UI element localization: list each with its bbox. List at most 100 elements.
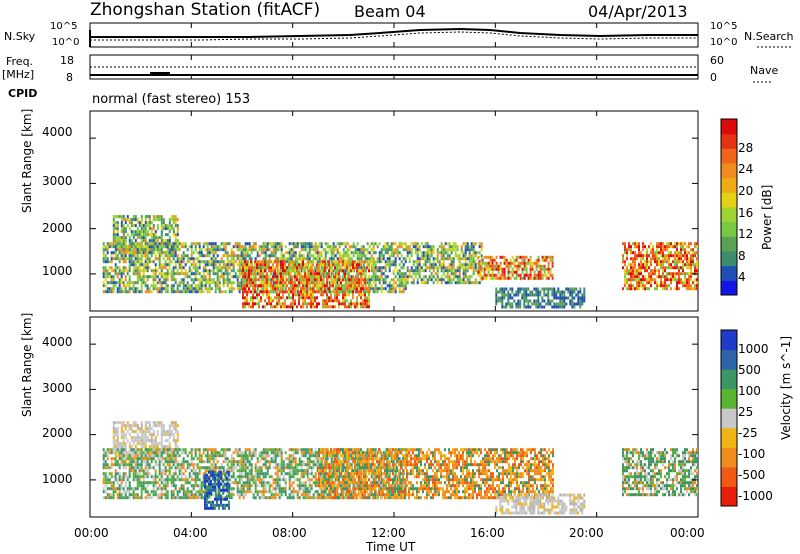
heatmap-cell	[392, 242, 395, 246]
heatmap-cell	[276, 275, 278, 279]
noise-left-tick-top: 10^5	[50, 21, 78, 32]
heatmap-cell	[306, 257, 309, 261]
heatmap-cell	[108, 472, 111, 476]
heatmap-cell	[436, 248, 439, 252]
heatmap-cell	[206, 281, 209, 285]
heatmap-cell	[462, 251, 465, 255]
heatmap-cell	[410, 242, 413, 246]
heatmap-cell	[268, 263, 270, 267]
heatmap-cell	[452, 260, 455, 264]
heatmap-cell	[545, 255, 548, 259]
heatmap-cell	[579, 299, 582, 303]
heatmap-cell	[242, 290, 244, 294]
heatmap-cell	[118, 266, 121, 270]
heatmap-cell	[474, 269, 477, 273]
heatmap-cell	[258, 293, 260, 297]
heatmap-cell	[226, 281, 229, 285]
heatmap-cell	[208, 448, 211, 452]
heatmap-cell	[348, 248, 351, 252]
heatmap-cell	[152, 484, 155, 488]
heatmap-cell	[130, 245, 133, 249]
heatmap-cell	[474, 263, 477, 267]
heatmap-cell	[308, 269, 310, 273]
heatmap-cell	[328, 272, 330, 276]
heatmap-cell	[158, 281, 161, 285]
heatmap-cell	[152, 233, 155, 237]
heatmap-cell	[549, 287, 552, 291]
heatmap-cell	[553, 302, 556, 306]
heatmap-cell	[124, 427, 127, 431]
heatmap-cell	[646, 269, 648, 273]
heatmap-cell	[493, 267, 496, 271]
heatmap-cell	[132, 251, 135, 255]
heatmap-cell	[424, 257, 427, 261]
heatmap-cell	[246, 290, 248, 294]
heatmap-cell	[384, 287, 387, 291]
heatmap-cell	[470, 266, 473, 270]
heatmap-cell	[551, 258, 554, 262]
heatmap-cell	[132, 436, 135, 440]
heatmap-cell	[478, 251, 481, 255]
heatmap-cell	[577, 299, 580, 303]
heatmap-cell	[156, 493, 159, 497]
heatmap-cell	[290, 275, 293, 279]
heatmap-cell	[248, 257, 251, 261]
heatmap-cell	[114, 215, 117, 219]
heatmap-cell	[140, 275, 143, 279]
heatmap-cell	[134, 233, 137, 237]
heatmap-cell	[174, 457, 177, 461]
heatmap-cell	[242, 260, 245, 264]
heatmap-cell	[332, 305, 334, 309]
heatmap-cell	[648, 275, 650, 279]
heatmap-cell	[364, 305, 366, 309]
heatmap-cell	[569, 287, 572, 291]
heatmap-cell	[188, 493, 191, 497]
heatmap-cell	[166, 463, 169, 467]
heatmap-cell	[156, 454, 159, 458]
heatmap-cell	[110, 281, 113, 285]
heatmap-cell	[304, 299, 306, 303]
heatmap-cell	[320, 254, 323, 258]
heatmap-cell	[256, 260, 258, 264]
heatmap-cell	[650, 251, 652, 255]
heatmap-cell	[468, 263, 471, 267]
heatmap-cell	[252, 299, 254, 303]
heatmap-cell	[184, 478, 187, 482]
heatmap-cell	[557, 302, 560, 306]
heatmap-cell	[144, 490, 147, 494]
heatmap-cell	[194, 454, 197, 458]
heatmap-cell	[507, 290, 510, 294]
heatmap-cell	[172, 436, 175, 440]
heatmap-cell	[406, 275, 409, 279]
heatmap-cell	[682, 260, 684, 264]
heatmap-cell	[232, 254, 235, 258]
heatmap-cell	[162, 218, 165, 222]
heatmap-cell	[628, 284, 630, 288]
heatmap-cell	[128, 278, 131, 282]
heatmap-cell	[521, 258, 524, 262]
heatmap-cell	[370, 284, 373, 288]
heatmap-cell	[150, 239, 153, 243]
heatmap-cell	[642, 275, 644, 279]
heatmap-cell	[244, 287, 246, 291]
heatmap-cell	[124, 221, 127, 225]
heatmap-cell	[376, 290, 379, 294]
heatmap-cell	[300, 278, 303, 282]
heatmap-cell	[272, 305, 274, 309]
power-cbar-24: 24	[738, 162, 754, 176]
heatmap-cell	[210, 448, 213, 452]
heatmap-cell	[644, 245, 646, 249]
heatmap-cell	[396, 278, 399, 282]
heatmap-cell	[136, 254, 139, 258]
heatmap-cell	[626, 269, 628, 273]
heatmap-cell	[666, 266, 668, 270]
heatmap-cell	[362, 260, 365, 264]
heatmap-cell	[128, 251, 131, 255]
heatmap-cell	[352, 284, 354, 288]
heatmap-cell	[264, 257, 267, 261]
heatmap-cell	[252, 269, 255, 273]
heatmap-cell	[501, 287, 504, 291]
heatmap-cell	[134, 451, 137, 455]
heatmap-cell	[146, 215, 149, 219]
heatmap-cell	[124, 245, 127, 249]
